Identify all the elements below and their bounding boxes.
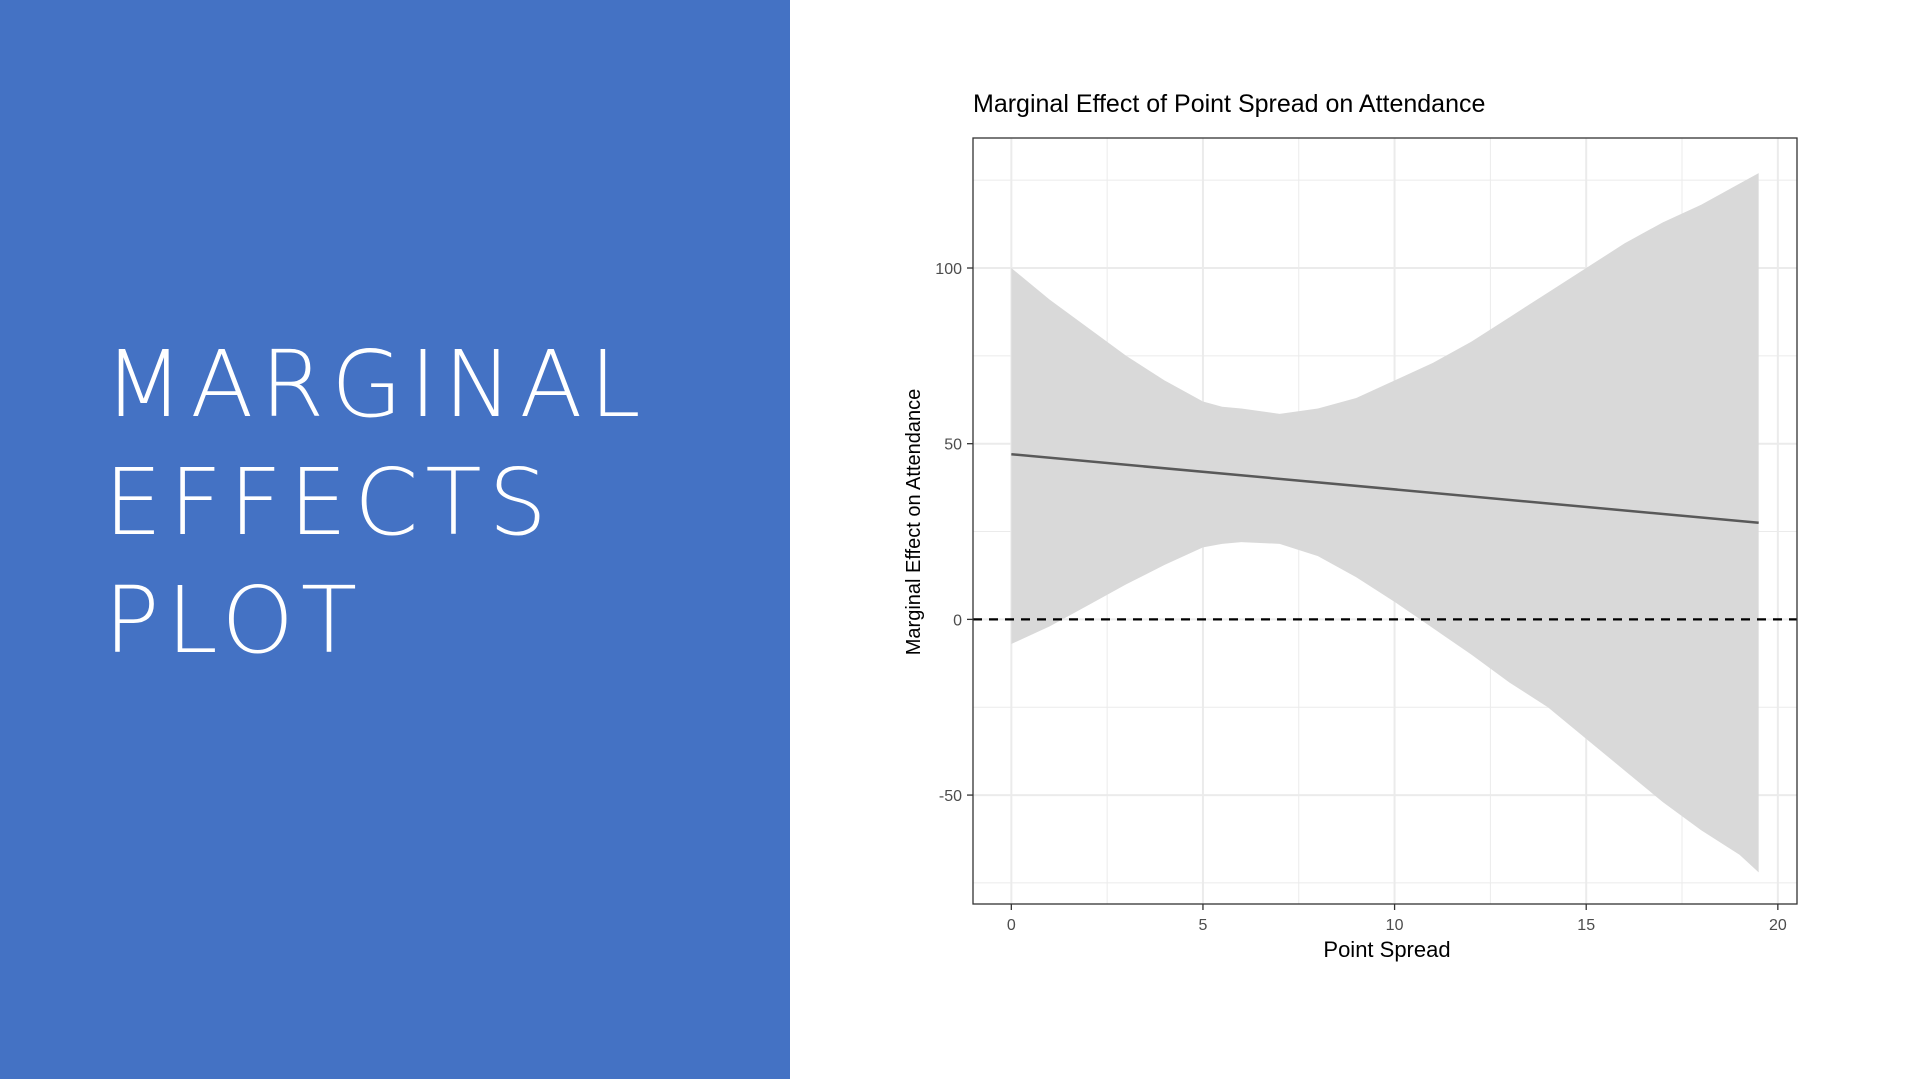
chart-title: Marginal Effect of Point Spread on Atten… (973, 90, 1485, 118)
x-tick-label: 0 (1007, 917, 1016, 934)
x-axis-label: Point Spread (1323, 937, 1450, 962)
marginal-effect-line (1011, 452, 1759, 525)
chart-svg: Marginal Effect of Point Spread on Atten… (903, 90, 1798, 962)
y-tick-label: 0 (953, 612, 962, 629)
y-axis-label: Marginal Effect on Attendance (903, 389, 925, 655)
marginal-effects-chart: Marginal Effect of Point Spread on Atten… (880, 80, 1820, 980)
slide-title-line-1: MARGINAL (104, 331, 648, 438)
slide-title-line-2: EFFECTS (104, 449, 554, 556)
slide-title-line-3: PLOT (104, 567, 365, 674)
confidence-ribbon (1011, 173, 1759, 873)
plot-border (972, 137, 1798, 905)
x-tick-label: 20 (1769, 917, 1787, 934)
y-tick-label: -50 (939, 788, 962, 805)
y-tick-label: 100 (935, 261, 962, 278)
x-tick-label: 5 (1199, 917, 1208, 934)
x-tick-label: 15 (1577, 917, 1595, 934)
slide-title: MARGINAL EFFECTS PLOT (104, 326, 764, 680)
y-tick-label: 50 (944, 437, 962, 454)
x-tick-label: 10 (1386, 917, 1404, 934)
title-panel: MARGINAL EFFECTS PLOT (0, 0, 790, 1079)
